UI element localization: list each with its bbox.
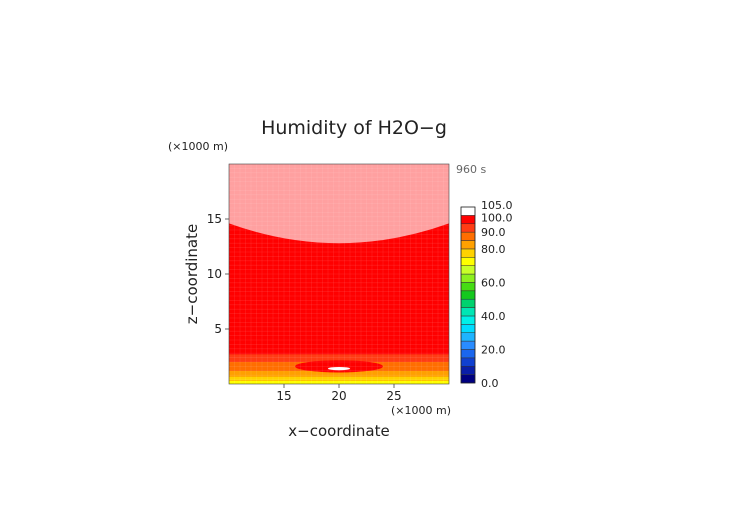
colorbar-label: 90.0 (481, 226, 506, 239)
field-band-2 (229, 370, 449, 377)
region-upper-supersaturated (229, 164, 449, 244)
colorbar-swatch (460, 349, 476, 359)
colorbar-swatch (460, 332, 476, 342)
y-axis-unit: (×1000 m) (168, 140, 228, 153)
colorbar-swatch (460, 315, 476, 325)
colorbar-swatch (460, 231, 476, 241)
region-lower-moist-core (295, 360, 383, 373)
y-axis: 5 10 15 (207, 212, 229, 336)
colorbar-swatch (460, 215, 476, 225)
colorbar-swatch (460, 257, 476, 266)
x-tick-label: 25 (386, 389, 401, 403)
time-label: 960 s (456, 163, 486, 176)
colorbar-swatch (460, 265, 476, 275)
colorbar-swatch (460, 240, 476, 250)
colorbar-swatch (460, 298, 476, 308)
field-band-4 (229, 354, 449, 362)
colorbar-swatch (460, 273, 476, 283)
y-tick-label: 10 (207, 267, 222, 281)
colorbar-swatch (460, 340, 476, 350)
colorbar-label: 80.0 (481, 243, 506, 256)
colorbar-swatch (460, 206, 476, 216)
colorbar-swatch (460, 290, 476, 300)
x-axis-label: x−coordinate (288, 422, 389, 440)
plot-area (229, 164, 449, 384)
colorbar-swatch (460, 324, 476, 333)
region-lower-peak (328, 366, 350, 371)
x-tick-label: 15 (276, 389, 291, 403)
colorbar-swatch (460, 248, 476, 258)
plot-texture (229, 164, 449, 384)
colorbar-label: 105.0 (481, 199, 513, 212)
colorbar-label: 40.0 (481, 310, 506, 323)
x-tick-label: 20 (331, 389, 346, 403)
colorbar-swatch (460, 365, 476, 375)
field-band-0 (229, 380, 449, 384)
colorbar-swatch (460, 223, 476, 233)
y-axis-label: z−coordinate (183, 224, 201, 324)
colorbar-label: 20.0 (481, 343, 506, 356)
y-tick-label: 15 (207, 212, 222, 226)
colorbar-swatch (460, 374, 476, 384)
y-tick-label: 5 (214, 322, 222, 336)
x-axis: 15 20 25 (276, 384, 402, 403)
chart-title: Humidity of H2O−g (261, 117, 447, 139)
colorbar-swatch (460, 307, 476, 317)
field-band-1 (229, 376, 449, 381)
colorbar-swatch (460, 282, 476, 292)
colorbar-swatch (460, 357, 476, 367)
colorbar-label: 60.0 (481, 276, 506, 289)
colorbar-label: 100.0 (481, 211, 513, 224)
colorbar-label: 0.0 (481, 377, 499, 390)
x-axis-unit: (×1000 m) (391, 404, 451, 417)
colorbar-frame (460, 206, 476, 384)
